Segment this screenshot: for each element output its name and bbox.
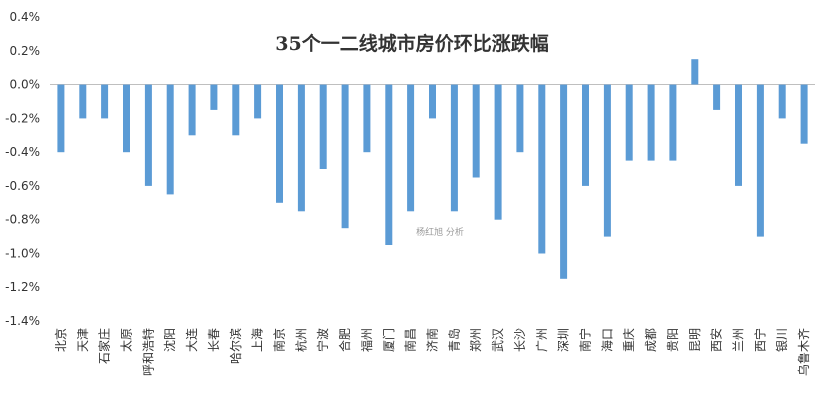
x-tick-label: 厦门	[381, 328, 396, 352]
x-tick-label: 郑州	[468, 328, 483, 352]
x-tick-label: 济南	[425, 328, 440, 352]
bar	[166, 84, 174, 195]
bar	[385, 84, 393, 245]
x-tick-label: 宁波	[315, 328, 330, 352]
bar	[363, 84, 371, 153]
y-tick-label: -0.2%	[5, 111, 40, 125]
x-tick-label: 南宁	[578, 328, 593, 352]
y-tick-label: 0.0%	[10, 78, 41, 92]
y-tick-label: -1.4%	[5, 314, 40, 328]
bar	[79, 84, 87, 119]
bar	[319, 84, 327, 169]
bar	[516, 84, 524, 153]
bar	[407, 84, 415, 212]
bar	[800, 84, 808, 144]
x-tick-label: 南京	[272, 328, 287, 352]
y-tick-label: -0.8%	[5, 213, 40, 227]
x-tick-label: 南昌	[403, 328, 418, 352]
x-tick-label: 兰州	[732, 328, 746, 352]
x-tick-label: 昆明	[688, 328, 702, 352]
x-tick-label: 杭州	[293, 328, 308, 352]
x-tick-label: 沈阳	[162, 328, 177, 352]
bar	[450, 84, 458, 212]
x-tick-label: 哈尔滨	[228, 328, 243, 364]
bar	[254, 84, 262, 119]
x-tick-label: 北京	[54, 328, 68, 352]
y-tick-label: 0.2%	[10, 44, 41, 58]
bar	[669, 84, 677, 161]
x-tick-label: 呼和浩特	[140, 328, 155, 376]
bar	[494, 84, 502, 220]
y-tick-label: -0.4%	[5, 145, 40, 159]
bar	[713, 84, 721, 110]
bar	[57, 84, 65, 153]
y-tick-label: -0.6%	[5, 179, 40, 193]
bar	[625, 84, 633, 161]
y-tick-label: 0.4%	[10, 10, 41, 24]
x-tick-label: 银川	[775, 328, 789, 352]
bar	[276, 84, 283, 203]
bar	[778, 84, 786, 119]
x-tick-label: 长春	[207, 328, 221, 352]
x-tick-label: 乌鲁木齐	[796, 328, 811, 376]
bar	[756, 84, 764, 237]
x-tick-label: 福州	[359, 328, 374, 352]
x-tick-label: 长沙	[513, 328, 527, 352]
y-tick-label: -1.0%	[5, 246, 40, 260]
bar	[691, 59, 699, 85]
y-axis: 0.4% 0.2% 0.0% -0.2% -0.4% -0.6% -0.8% -1.0% -1.…	[5, 10, 40, 328]
bar	[735, 84, 742, 186]
bar-series	[57, 59, 808, 279]
x-tick-label: 广州	[535, 328, 549, 352]
bar	[647, 84, 655, 161]
bar	[188, 84, 196, 136]
x-tick-label: 天津	[76, 328, 90, 352]
x-tick-label: 大连	[184, 328, 199, 352]
x-tick-label: 西宁	[752, 328, 767, 352]
category-labels: 北京 天津 石家庄 太原 呼和浩特 沈阳 大连 长春 哈尔滨 上海 南京 杭州 宁波 合肥 福州 厦门 南昌 济南…	[54, 328, 811, 376]
bar	[538, 84, 546, 254]
x-tick-label: 青岛	[446, 328, 461, 352]
chart-title: 35个一二线城市房价环比涨跌幅	[275, 32, 548, 55]
x-tick-label: 海口	[599, 328, 614, 352]
bar	[123, 84, 130, 153]
x-tick-label: 合肥	[337, 328, 352, 352]
bar	[429, 84, 436, 119]
bar	[210, 84, 218, 110]
y-tick-label: -1.2%	[5, 280, 40, 294]
bar	[603, 84, 611, 237]
x-tick-label: 成都	[644, 328, 658, 352]
x-tick-label: 重庆	[622, 328, 636, 352]
bar	[472, 84, 480, 178]
x-tick-label: 深圳	[557, 328, 571, 352]
bar	[582, 84, 589, 186]
x-tick-label: 上海	[250, 328, 265, 352]
bar	[560, 84, 568, 279]
watermark-text: 杨红旭 分析	[416, 226, 464, 238]
x-tick-label: 武汉	[491, 328, 505, 352]
x-tick-label: 西安	[709, 328, 724, 352]
x-tick-label: 石家庄	[97, 328, 112, 364]
bar	[101, 84, 109, 119]
bar	[232, 84, 240, 136]
bar	[297, 84, 305, 212]
bar	[144, 84, 152, 186]
x-tick-label: 贵阳	[666, 328, 680, 352]
bar	[341, 84, 349, 229]
x-tick-label: 太原	[119, 328, 134, 352]
